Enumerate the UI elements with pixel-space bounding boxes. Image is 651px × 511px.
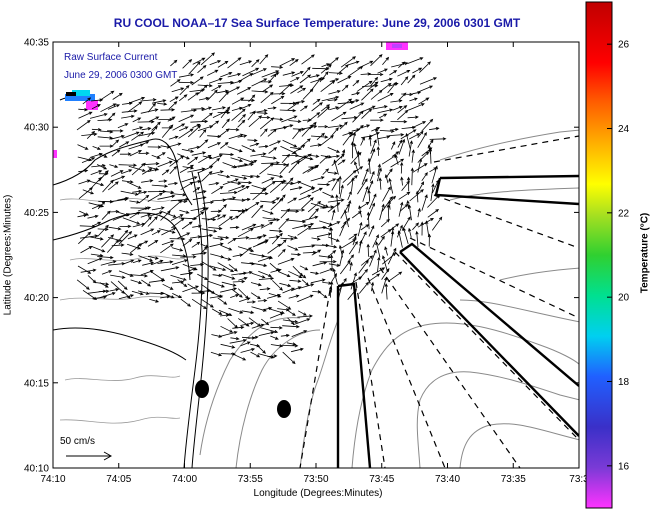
y-tick-label: 40:35 <box>24 38 49 49</box>
colorbar-tick-label: 22 <box>618 208 630 219</box>
sst-patches <box>53 42 408 158</box>
plot-area <box>53 42 579 468</box>
legend-line-2: June 29, 2006 0300 GMT <box>64 70 177 81</box>
colorbar-tick-label: 18 <box>618 377 630 388</box>
x-tick-label: 73:3 <box>569 474 589 485</box>
bathymetry-contours <box>199 129 579 468</box>
buoy-marker-2[interactable] <box>277 400 291 418</box>
x-tick-label: 73:35 <box>501 474 526 485</box>
current-vectors <box>76 52 447 365</box>
x-tick-label: 74:10 <box>40 474 65 485</box>
legend-line-1: Raw Surface Current <box>64 52 158 63</box>
y-axis-ticks: 40:35 40:30 40:25 40:20 40:15 40:10 <box>24 38 579 475</box>
x-tick-label: 73:45 <box>369 474 394 485</box>
colorbar-ticks: 26 24 22 20 18 16 <box>607 40 630 472</box>
y-tick-label: 40:30 <box>24 123 49 134</box>
y-tick-label: 40:20 <box>24 293 49 304</box>
y-tick-label: 40:25 <box>24 208 49 219</box>
y-tick-label: 40:15 <box>24 378 49 389</box>
y-tick-label: 40:10 <box>24 464 49 475</box>
colorbar-tick-label: 20 <box>618 293 630 304</box>
x-tick-label: 73:40 <box>435 474 460 485</box>
x-tick-label: 74:00 <box>172 474 197 485</box>
radial-lines <box>299 135 579 468</box>
x-tick-label: 73:50 <box>303 474 328 485</box>
scale-label: 50 cm/s <box>60 436 95 447</box>
colorbar-tick-label: 26 <box>618 40 630 51</box>
x-axis-label: Longitude (Degrees:Minutes) <box>253 488 383 499</box>
colorbar-tick-label: 16 <box>618 461 630 472</box>
x-tick-label: 73:55 <box>238 474 263 485</box>
transect-boxes <box>336 174 579 468</box>
colorbar-tick-label: 24 <box>618 124 630 135</box>
x-tick-label: 74:05 <box>106 474 131 485</box>
colorbar <box>585 1 613 509</box>
map-title: RU COOL NOAA–17 Sea Surface Temperature:… <box>113 16 521 30</box>
x-axis-ticks: 74:10 74:05 74:00 73:55 73:50 73:45 73:40 73:35… <box>40 42 589 485</box>
scale-arrow <box>66 451 113 461</box>
buoy-marker-1[interactable] <box>195 380 209 398</box>
